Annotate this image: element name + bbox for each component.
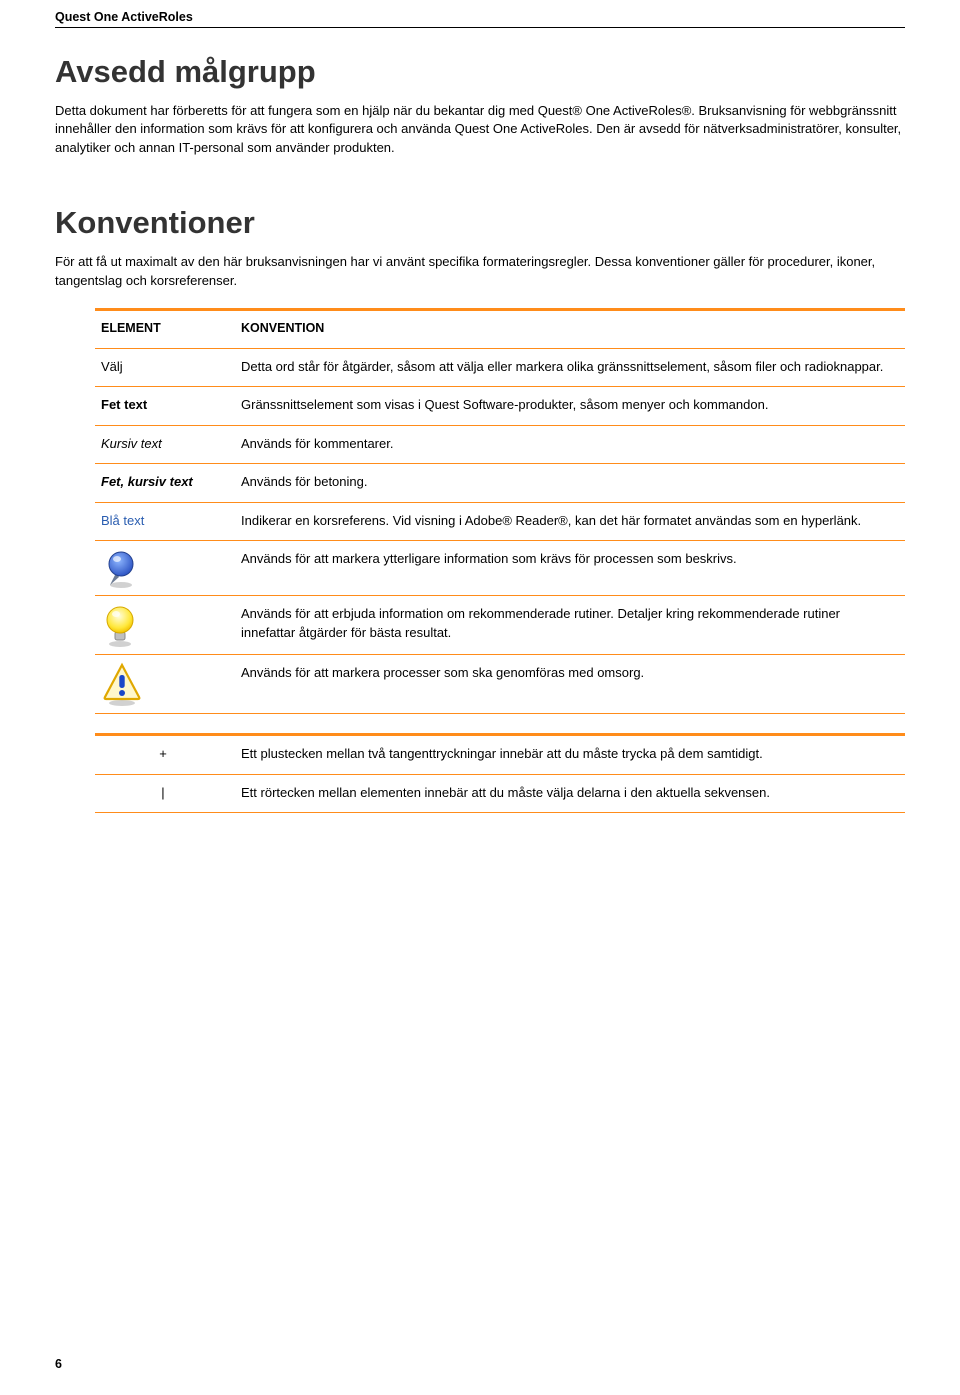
cell-element-pipe: | (95, 774, 235, 812)
cell-element-blue: Blå text (95, 502, 235, 540)
table-row: Fet, kursiv text Används för betoning. (95, 464, 905, 502)
paragraph-intro: Detta dokument har förberetts för att fu… (55, 102, 905, 157)
page-number: 6 (55, 1357, 62, 1371)
col-header-convention: KONVENTION (235, 310, 905, 349)
cell-convention: Används för betoning. (235, 464, 905, 502)
bulb-icon (101, 602, 139, 648)
paragraph-konventioner: För att få ut maximalt av den här bruksa… (55, 253, 905, 290)
cell-element-fet: Fet text (95, 387, 235, 425)
pushpin-icon (101, 547, 139, 589)
table-row: Blå text Indikerar en korsreferens. Vid … (95, 502, 905, 540)
cell-convention: Detta ord står för åtgärder, såsom att v… (235, 349, 905, 387)
cell-convention: Används för att erbjuda information om r… (235, 596, 905, 655)
table-gap-row (95, 714, 905, 735)
cell-convention: Används för att markera processer som sk… (235, 655, 905, 714)
table-row: + Ett plustecken mellan två tangenttryck… (95, 735, 905, 774)
running-header: Quest One ActiveRoles (55, 10, 905, 28)
table-row: | Ett rörtecken mellan elementen innebär… (95, 774, 905, 812)
cell-element-valj: Välj (95, 349, 235, 387)
table-row: Välj Detta ord står för åtgärder, såsom … (95, 349, 905, 387)
heading-avsedd-malgrupp: Avsedd målgrupp (55, 54, 905, 90)
table-row: Används för att markera processer som sk… (95, 655, 905, 714)
heading-konventioner: Konventioner (55, 205, 905, 241)
cell-element-caution (95, 655, 235, 714)
cell-convention: Används för kommentarer. (235, 425, 905, 463)
cell-convention: Ett plustecken mellan två tangenttryckni… (235, 735, 905, 774)
conventions-table: ELEMENT KONVENTION Välj Detta ord står f… (95, 308, 905, 813)
cell-element-pushpin (95, 541, 235, 596)
table-row: Kursiv text Används för kommentarer. (95, 425, 905, 463)
table-row: Fet text Gränssnittselement som visas i … (95, 387, 905, 425)
col-header-element: ELEMENT (95, 310, 235, 349)
cell-element-plus: + (95, 735, 235, 774)
caution-icon (101, 661, 143, 707)
cell-element-kursiv: Kursiv text (95, 425, 235, 463)
cell-convention: Används för att markera ytterligare info… (235, 541, 905, 596)
cell-element-fetkursiv: Fet, kursiv text (95, 464, 235, 502)
table-row: Används för att erbjuda information om r… (95, 596, 905, 655)
table-header-row: ELEMENT KONVENTION (95, 310, 905, 349)
cell-convention: Indikerar en korsreferens. Vid visning i… (235, 502, 905, 540)
cell-convention: Ett rörtecken mellan elementen innebär a… (235, 774, 905, 812)
table-row: Används för att markera ytterligare info… (95, 541, 905, 596)
cell-element-bulb (95, 596, 235, 655)
cell-convention: Gränssnittselement som visas i Quest Sof… (235, 387, 905, 425)
